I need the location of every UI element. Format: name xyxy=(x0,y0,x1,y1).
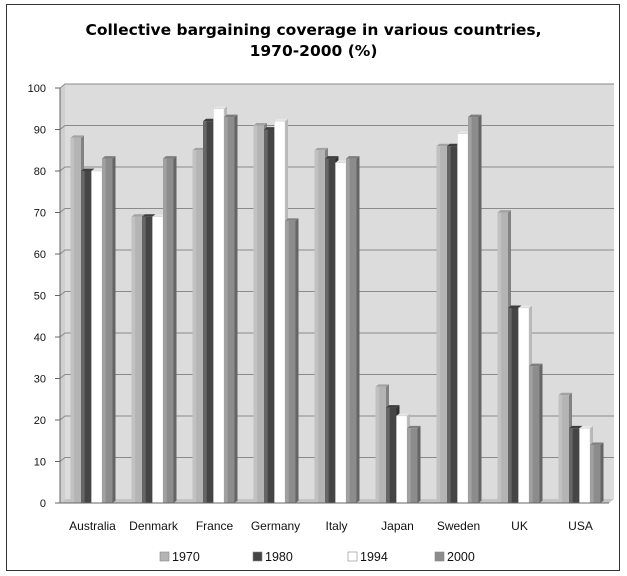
legend-label: 1994 xyxy=(360,550,388,564)
bar-denmark-2000 xyxy=(163,156,177,504)
y-tick-label: 20 xyxy=(34,415,46,427)
bar-germany-2000 xyxy=(285,218,299,504)
legend-item-1970: 1970 xyxy=(159,550,200,564)
x-tick-label-denmark: Denmark xyxy=(129,519,179,533)
gridline xyxy=(59,125,614,130)
x-tick-label-france: France xyxy=(196,519,234,533)
legend-item-2000: 2000 xyxy=(434,550,475,564)
x-tick-label-uk: UK xyxy=(511,519,528,533)
gridline xyxy=(59,249,614,255)
legend-swatch xyxy=(347,551,358,562)
legend-item-1980: 1980 xyxy=(252,550,293,564)
legend-item-1994: 1994 xyxy=(347,550,388,564)
x-tick-label-italy: Italy xyxy=(325,519,347,533)
legend-label: 1980 xyxy=(265,550,293,564)
y-tick-label: 60 xyxy=(34,249,46,261)
y-tick-label: 70 xyxy=(34,208,46,220)
x-tick-label-sweden: Sweden xyxy=(437,519,480,533)
bars xyxy=(70,106,604,504)
legend-swatch xyxy=(434,551,445,562)
gridline xyxy=(59,374,614,379)
gridline xyxy=(59,208,614,213)
x-tick-label-japan: Japan xyxy=(381,519,414,533)
y-tick-label: 100 xyxy=(28,83,46,95)
x-tick-label-australia: Australia xyxy=(69,519,116,533)
legend: 1970 1980 1994 2000 xyxy=(159,550,475,564)
bar-japan-2000 xyxy=(407,425,421,503)
bar-italy-2000 xyxy=(346,156,360,504)
y-tick-label: 40 xyxy=(34,332,46,344)
chart-title-line-1: Collective bargaining coverage in variou… xyxy=(85,21,542,39)
y-tick-label: 50 xyxy=(34,291,46,303)
y-tick-label: 90 xyxy=(34,125,46,137)
y-tick-label: 10 xyxy=(34,457,46,469)
gridline xyxy=(59,166,614,172)
legend-label: 1970 xyxy=(172,550,200,564)
y-tick-label: 0 xyxy=(40,498,46,510)
bar-france-2000 xyxy=(224,114,238,504)
gridline xyxy=(59,83,614,89)
x-axis-tick-labels: Australia Denmark France Germany Italy Japan S… xyxy=(69,519,593,533)
chart-title: Collective bargaining coverage in variou… xyxy=(0,20,627,62)
bar-australia-2000 xyxy=(102,156,116,504)
legend-swatch xyxy=(159,551,170,562)
y-axis-tick-labels: 0 10 20 30 40 50 60 70 80 90 100 xyxy=(28,83,60,510)
gridline xyxy=(59,291,614,296)
x-tick-label-usa: USA xyxy=(568,519,593,533)
gridline xyxy=(59,332,614,338)
gridline xyxy=(59,415,614,421)
legend-swatch xyxy=(252,551,263,562)
bar-usa-2000 xyxy=(590,442,604,503)
gridlines xyxy=(59,83,614,462)
bar-uk-2000 xyxy=(529,363,543,503)
x-tick-label-germany: Germany xyxy=(251,519,300,533)
bar-sweden-2000 xyxy=(468,114,482,504)
chart-title-line-2: 1970-2000 (%) xyxy=(249,42,378,60)
legend-label: 2000 xyxy=(447,550,475,564)
y-tick-label: 30 xyxy=(34,374,46,386)
gridline xyxy=(59,457,614,462)
y-tick-label: 80 xyxy=(34,166,46,178)
